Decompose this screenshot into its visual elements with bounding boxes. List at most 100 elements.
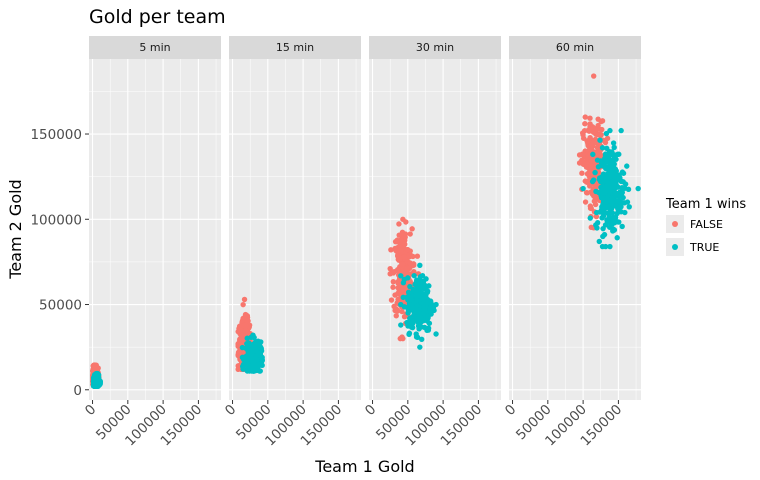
- point-false: [587, 163, 594, 169]
- point-true: [406, 300, 413, 307]
- point-true: [595, 164, 602, 170]
- point-true: [417, 262, 423, 269]
- point-true: [604, 199, 610, 205]
- point-true: [601, 231, 608, 238]
- point-true: [420, 304, 427, 311]
- point-true: [97, 378, 103, 384]
- point-true: [600, 203, 606, 209]
- point-true: [254, 356, 260, 363]
- point-true: [600, 213, 607, 219]
- point-false: [398, 237, 404, 243]
- point-true: [614, 235, 620, 241]
- point-false: [587, 115, 593, 121]
- point-false: [586, 169, 592, 176]
- point-false: [399, 286, 405, 293]
- point-false: [390, 278, 396, 285]
- point-true: [258, 339, 264, 345]
- point-false: [411, 269, 417, 275]
- point-false: [586, 183, 593, 189]
- point-true: [624, 163, 630, 169]
- y-axis-title: Team 2 Gold: [6, 179, 25, 279]
- point-false: [595, 116, 601, 122]
- point-true: [250, 332, 256, 338]
- point-true: [625, 186, 632, 193]
- point-false: [388, 247, 394, 253]
- point-true: [417, 278, 424, 284]
- point-true: [419, 336, 425, 343]
- point-true: [259, 354, 265, 361]
- point-true: [626, 204, 632, 210]
- point-true: [418, 324, 425, 330]
- point-true: [240, 366, 246, 372]
- point-true: [93, 383, 100, 390]
- point-true: [611, 161, 617, 167]
- facet-strip: [229, 36, 361, 59]
- facet-strip-label: 5 min: [139, 41, 170, 54]
- point-true: [635, 185, 641, 192]
- point-false: [581, 127, 588, 134]
- point-true: [596, 238, 602, 245]
- point-false: [395, 296, 401, 303]
- point-true: [614, 210, 620, 217]
- point-false: [582, 114, 588, 120]
- point-true: [417, 344, 423, 350]
- point-false: [588, 157, 595, 164]
- point-true: [607, 151, 614, 158]
- point-false: [576, 160, 583, 166]
- point-true: [597, 137, 603, 143]
- point-false: [404, 246, 411, 253]
- point-false: [235, 341, 241, 347]
- chart-title: Gold per team: [89, 6, 226, 28]
- point-false: [396, 280, 402, 287]
- point-false: [240, 301, 246, 308]
- facet-strip: [89, 36, 221, 59]
- point-false: [579, 170, 585, 176]
- point-true: [405, 289, 412, 296]
- point-false: [394, 237, 400, 243]
- facet-strip-label: 15 min: [276, 41, 314, 54]
- point-false: [393, 248, 400, 254]
- point-true: [616, 219, 622, 225]
- facet-panel-2: 30 min: [369, 36, 501, 400]
- point-false: [597, 131, 603, 137]
- legend-label-false: FALSE: [690, 218, 723, 231]
- point-false: [387, 271, 393, 277]
- point-true: [587, 215, 593, 221]
- point-true: [433, 301, 439, 308]
- facet-strip-label: 30 min: [416, 41, 454, 54]
- point-true: [398, 273, 404, 279]
- point-false: [243, 327, 249, 334]
- point-true: [605, 210, 611, 216]
- point-true: [408, 324, 415, 330]
- point-true: [619, 223, 625, 230]
- point-false: [245, 318, 251, 324]
- legend-label-true: TRUE: [689, 241, 719, 254]
- point-true: [249, 357, 255, 364]
- point-true: [624, 199, 631, 205]
- point-true: [598, 160, 605, 166]
- panel-background: [89, 59, 221, 400]
- y-tick-label: 100000: [30, 212, 82, 228]
- point-false: [390, 284, 396, 290]
- point-false: [592, 201, 599, 208]
- point-false: [394, 253, 401, 259]
- legend: Team 1 wins FALSE TRUE: [665, 197, 746, 256]
- point-false: [242, 322, 249, 328]
- point-false: [583, 189, 590, 196]
- point-true: [406, 330, 413, 336]
- point-true: [256, 368, 263, 374]
- y-tick-label: 150000: [30, 127, 82, 143]
- point-true: [243, 358, 249, 365]
- point-true: [603, 176, 609, 182]
- facet-panel-0: 5 min: [89, 36, 221, 400]
- point-true: [422, 292, 429, 298]
- point-true: [400, 294, 406, 301]
- point-true: [599, 243, 606, 250]
- point-false: [409, 226, 415, 232]
- point-true: [620, 179, 626, 185]
- point-false: [407, 231, 413, 237]
- point-true: [423, 284, 430, 290]
- point-true: [607, 243, 613, 250]
- point-true: [398, 301, 404, 308]
